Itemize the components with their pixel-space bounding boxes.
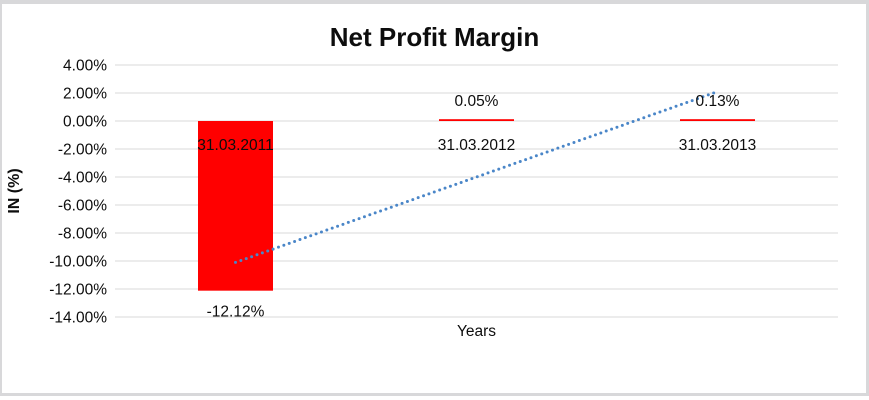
bar-31.03.2012	[439, 119, 514, 121]
category-label: 31.03.2011	[197, 137, 273, 154]
y-tick-label: -8.00%	[58, 226, 107, 243]
category-label: 31.03.2012	[438, 137, 516, 154]
y-tick-label: 0.00%	[63, 114, 107, 131]
chart-title: Net Profit Margin	[329, 22, 540, 52]
value-label: 0.05%	[455, 93, 499, 110]
value-label: 0.13%	[696, 93, 740, 110]
y-tick-label: 4.00%	[63, 58, 107, 75]
trendline	[234, 90, 719, 264]
y-tick-label: -2.00%	[58, 142, 107, 159]
y-tick-label: -10.00%	[49, 254, 107, 271]
y-tick-label: -12.00%	[49, 282, 107, 299]
y-tick-label: -4.00%	[58, 170, 107, 187]
y-tick-label: 2.00%	[63, 86, 107, 103]
x-axis-title: Years	[456, 323, 497, 340]
y-tick-label: -6.00%	[58, 198, 107, 215]
value-label: -12.12%	[207, 304, 265, 321]
y-tick-label: -14.00%	[49, 310, 107, 327]
category-label: 31.03.2013	[679, 137, 757, 154]
bar-31.03.2013	[680, 119, 755, 121]
